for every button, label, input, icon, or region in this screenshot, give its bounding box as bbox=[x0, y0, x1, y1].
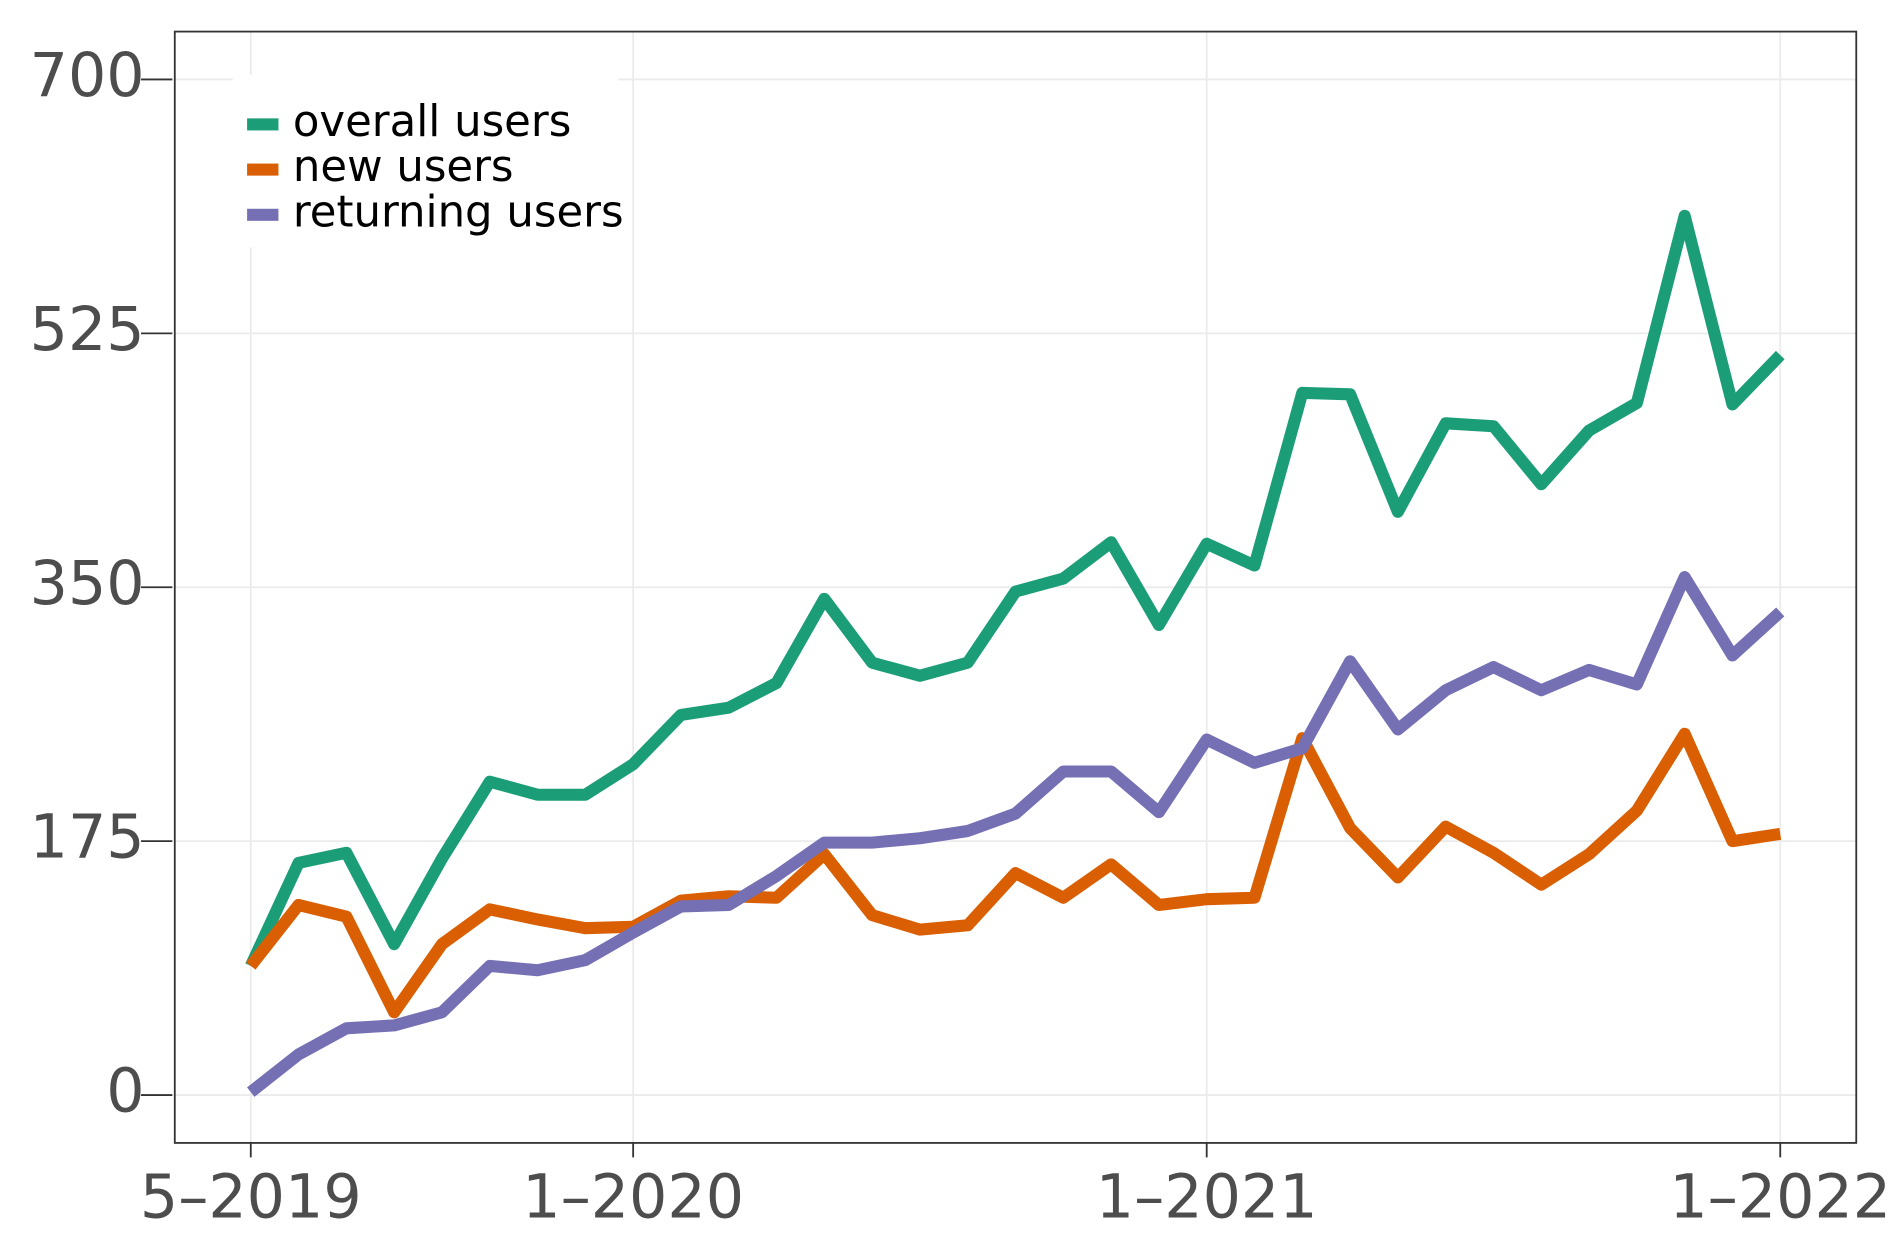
y-tick-label: 175 bbox=[30, 803, 145, 873]
legend-label: returning users bbox=[293, 187, 624, 237]
plot-frame bbox=[173, 30, 1858, 1144]
lines bbox=[245, 209, 1785, 1097]
legend-box bbox=[232, 74, 619, 248]
legend-swatch bbox=[247, 163, 279, 176]
series-line bbox=[246, 727, 1782, 1019]
axes: 0 175 350 525 700 5–2019 1–2020 1–2021 1–2022 bbox=[30, 41, 1890, 1232]
x-tick-label: 5–2019 bbox=[140, 1162, 362, 1232]
y-tick-label: 350 bbox=[30, 549, 145, 619]
legend-swatch bbox=[247, 208, 279, 221]
legend-swatch bbox=[247, 118, 279, 131]
legend-label: new users bbox=[293, 142, 514, 192]
x-tick-label: 1–2020 bbox=[522, 1162, 744, 1232]
legend-label: overall users bbox=[293, 97, 571, 147]
y-tick-label: 0 bbox=[106, 1057, 144, 1127]
series-line bbox=[245, 209, 1785, 969]
y-tick-label: 700 bbox=[30, 41, 145, 111]
y-tick-label: 525 bbox=[30, 295, 145, 365]
x-tick-label: 1–2021 bbox=[1096, 1162, 1318, 1232]
series-line bbox=[247, 571, 1785, 1097]
x-tick-label: 1–2022 bbox=[1669, 1162, 1890, 1232]
